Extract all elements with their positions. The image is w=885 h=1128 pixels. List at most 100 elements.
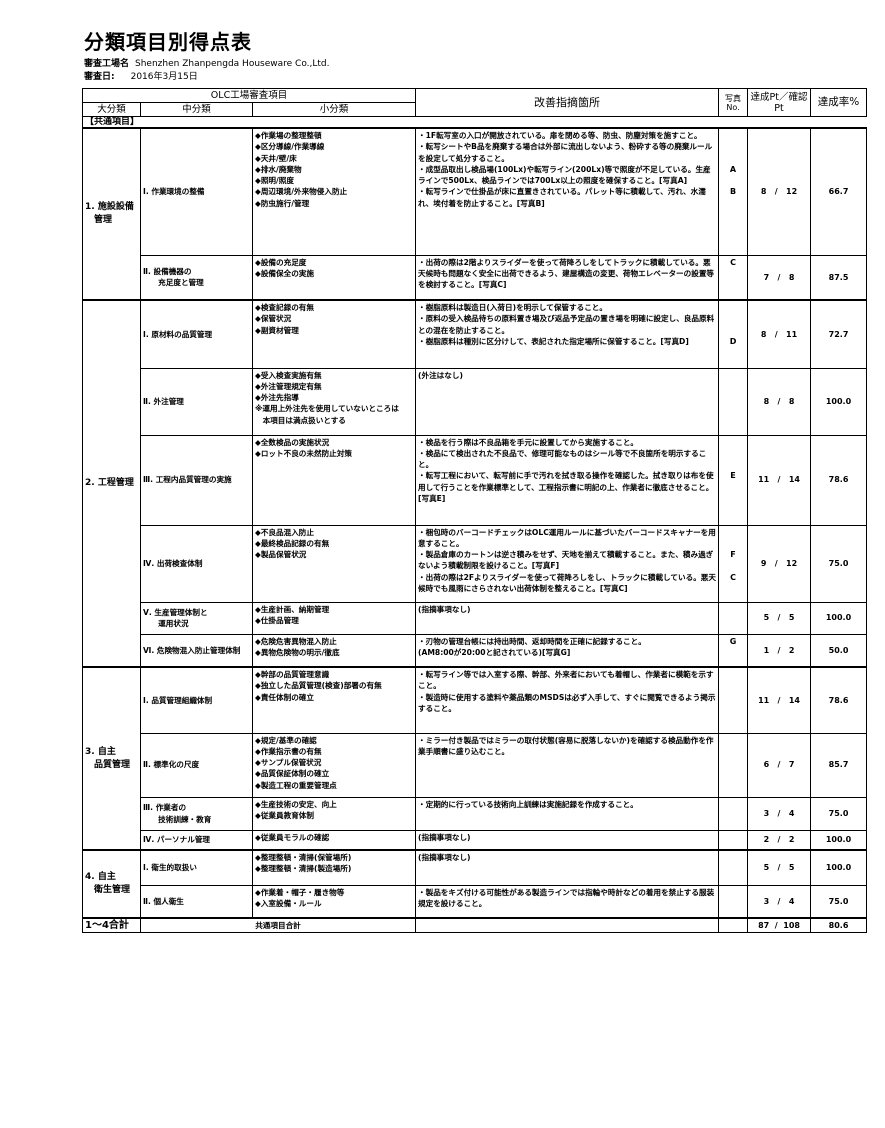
middle-category: Ⅲ. 工程内品質管理の実施 bbox=[140, 434, 253, 526]
page-title: 分類項目別得点表 bbox=[84, 30, 252, 54]
points: 5 / 5 bbox=[747, 849, 812, 886]
section-row: 【共通項目】 bbox=[82, 116, 867, 129]
small-category: ◆受入検査実施有無 ◆外注管理規定有無 ◆外注先指導 ※運用上外注先を使用してい… bbox=[251, 367, 417, 436]
findings: ・刃物の管理台帳には持出時間、返却時間を正確に記録すること。 (AM8:00が2… bbox=[415, 633, 720, 668]
photo-no bbox=[718, 849, 749, 886]
total-middle: 共通項目合計 bbox=[139, 917, 417, 934]
header-findings: 改善指摘箇所 bbox=[415, 88, 720, 117]
header-rate: 達成率% bbox=[810, 88, 868, 117]
findings: ・定期的に行っている技術向上訓練は実施記録を作成すること。 bbox=[415, 796, 720, 831]
small-category: ◆設備の充足度 ◆設備保全の実施 bbox=[251, 254, 417, 301]
photo-no bbox=[718, 796, 749, 831]
points: 8 / 11 bbox=[747, 299, 812, 369]
middle-category: Ⅴ. 生産管理体制と 運用状況 bbox=[140, 601, 253, 635]
photo-no bbox=[718, 666, 749, 734]
total-points: 87 / 108 bbox=[747, 917, 812, 934]
large-category: 1. 施設設備 管理 bbox=[82, 127, 141, 301]
points: 8 / 8 bbox=[747, 367, 812, 436]
factory-name: Shenzhen Zhanpengda Houseware Co.,Ltd. bbox=[135, 59, 330, 69]
findings: ・樹脂原料は製造日(入荷日)を明示して保管すること。 ・原料の受入検品待ちの原料… bbox=[415, 299, 720, 369]
total-findings bbox=[415, 917, 720, 934]
photo-no: F C bbox=[718, 524, 749, 603]
achievement-rate: 100.0 bbox=[810, 367, 868, 436]
total-photo bbox=[718, 917, 749, 934]
table-row: Ⅲ. 作業者の 技術訓練・教育 ◆生産技術の安定、向上 ◆従業員教育体制 ・定期的に… bbox=[83, 796, 868, 831]
photo-no bbox=[718, 829, 749, 851]
middle-category: Ⅲ. 作業者の 技術訓練・教育 bbox=[140, 796, 253, 831]
date-info: 審査日: 2016年3月15日 bbox=[84, 69, 198, 82]
middle-category: Ⅱ. 設備機器の 充足度と管理 bbox=[140, 254, 253, 301]
middle-category: Ⅰ. 作業環境の整備 bbox=[140, 127, 253, 256]
middle-category: Ⅰ. 品質管理組織体制 bbox=[140, 666, 253, 734]
middle-category: Ⅱ. 個人衛生 bbox=[140, 884, 253, 919]
points: 6 / 7 bbox=[747, 732, 812, 798]
factory-info: 審査工場名 Shenzhen Zhanpengda Houseware Co.,L… bbox=[84, 56, 330, 69]
middle-category: Ⅱ. 標準化の尺度 bbox=[140, 732, 253, 798]
middle-category: Ⅰ. 衛生的取扱い bbox=[140, 849, 253, 886]
section-label: 【共通項目】 bbox=[82, 116, 253, 129]
small-category: ◆規定/基準の確認 ◆作業指示書の有無 ◆サンプル保管状況 ◆品質保証体制の確立… bbox=[251, 732, 417, 798]
points: 11 / 14 bbox=[747, 434, 812, 526]
achievement-rate: 78.6 bbox=[810, 666, 868, 734]
middle-category: Ⅱ. 外注管理 bbox=[140, 367, 253, 436]
score-table: OLC工場審査項目 改善指摘箇所 写真 No. 達成Pt／確認Pt 達成率% 大… bbox=[81, 88, 868, 934]
photo-no bbox=[718, 884, 749, 919]
small-category: ◆整理整頓・清掃(保管場所) ◆整理整頓・清掃(製造場所) bbox=[251, 849, 417, 886]
table-row: Ⅳ. パーソナル管理 ◆従業員モラルの確認 (指摘事項なし) 2 / 2 100.0 bbox=[83, 829, 868, 851]
points: 3 / 4 bbox=[747, 884, 812, 919]
large-category: 3. 自主 品質管理 bbox=[82, 666, 141, 851]
table-row: Ⅱ. 外注管理 ◆受入検査実施有無 ◆外注管理規定有無 ◆外注先指導 ※運用上外注… bbox=[83, 367, 868, 436]
header-olc: OLC工場審査項目 bbox=[81, 88, 417, 103]
middle-category: Ⅰ. 原材料の品質管理 bbox=[140, 299, 253, 369]
photo-no: D bbox=[718, 299, 749, 369]
total-row: 1～4合計 共通項目合計 87 / 108 80.6 bbox=[82, 917, 868, 934]
header-large: 大分類 bbox=[82, 102, 141, 117]
findings: (指摘事項なし) bbox=[415, 849, 720, 886]
small-category: ◆作業場の整理整頓 ◆区分導線/作業導線 ◆天井/壁/床 ◆排水/廃棄物 ◆照明… bbox=[251, 127, 417, 256]
table-row: 1. 施設設備 管理 Ⅰ. 作業環境の整備 ◆作業場の整理整頓 ◆区分導線/作業導線… bbox=[82, 127, 868, 301]
middle-category: Ⅳ. パーソナル管理 bbox=[140, 829, 253, 851]
middle-category: Ⅳ. 出荷検査体制 bbox=[140, 524, 253, 603]
table-row: Ⅳ. 出荷検査体制 ◆不良品混入防止 ◆最終検品記録の有無 ◆製品保管状況 ・梱包時… bbox=[83, 524, 868, 603]
header-row-1: OLC工場審査項目 改善指摘箇所 写真 No. 達成Pt／確認Pt 達成率% bbox=[81, 88, 868, 117]
table-row: 4. 自主 衛生管理 Ⅰ. 衛生的取扱い ◆整理整頓・清掃(保管場所) ◆整理整頓・… bbox=[82, 849, 868, 919]
achievement-rate: 78.6 bbox=[810, 434, 868, 526]
findings: ・製品をキズ付ける可能性がある製造ラインでは指輪や時計などの着用を禁止する服装規… bbox=[415, 884, 720, 919]
small-category: ◆従業員モラルの確認 bbox=[251, 829, 417, 851]
table-row: 3. 自主 品質管理 Ⅰ. 品質管理組織体制 ◆幹部の品質管理意識 ◆独立した品質管… bbox=[82, 666, 868, 851]
achievement-rate: 66.7 bbox=[810, 127, 868, 256]
photo-no bbox=[718, 367, 749, 436]
achievement-rate: 100.0 bbox=[810, 601, 868, 635]
points: 8 / 12 bbox=[747, 127, 812, 256]
date-value: 2016年3月15日 bbox=[130, 72, 198, 82]
photo-no: E bbox=[718, 434, 749, 526]
header-points: 達成Pt／確認Pt bbox=[747, 88, 812, 117]
achievement-rate: 75.0 bbox=[810, 884, 868, 919]
large-category: 4. 自主 衛生管理 bbox=[82, 849, 141, 919]
table-row: Ⅱ. 個人衛生 ◆作業着・帽子・履き物等 ◆入室設備・ルール ・製品をキズ付ける可能… bbox=[83, 884, 868, 919]
small-category: ◆全数検品の実施状況 ◆ロット不良の未然防止対策 bbox=[251, 434, 417, 526]
photo-no bbox=[718, 601, 749, 635]
points: 9 / 12 bbox=[747, 524, 812, 603]
photo-no: A B bbox=[718, 127, 749, 256]
large-category: 2. 工程管理 bbox=[82, 299, 141, 668]
factory-label: 審査工場名 bbox=[84, 59, 130, 69]
points: 5 / 5 bbox=[747, 601, 812, 635]
points: 11 / 14 bbox=[747, 666, 812, 734]
findings: ・梱包時のバーコードチェックはOLC運用ルールに基づいたバーコードスキャナーを用… bbox=[415, 524, 720, 603]
small-category: ◆不良品混入防止 ◆最終検品記録の有無 ◆製品保管状況 bbox=[251, 524, 417, 603]
achievement-rate: 87.5 bbox=[810, 254, 868, 301]
small-category: ◆検査記録の有無 ◆保管状況 ◆副資材管理 bbox=[251, 299, 417, 369]
table-row: Ⅲ. 工程内品質管理の実施 ◆全数検品の実施状況 ◆ロット不良の未然防止対策 ・検品… bbox=[83, 434, 868, 526]
header-photo: 写真 No. bbox=[718, 88, 749, 117]
small-category: ◆幹部の品質管理意識 ◆独立した品質管理(検査)部署の有無 ◆責任体制の確立 bbox=[251, 666, 417, 734]
total-rate: 80.6 bbox=[810, 917, 868, 934]
total-label: 1～4合計 bbox=[82, 917, 141, 934]
photo-no: C bbox=[718, 254, 749, 301]
middle-category: Ⅵ. 危険物混入防止管理体制 bbox=[140, 633, 253, 668]
findings: (外注はなし) bbox=[415, 367, 720, 436]
findings: ・1F転写室の入口が開放されている。扉を閉める等、防虫、防塵対策を施すこと。 ・… bbox=[415, 127, 720, 256]
date-label: 審査日: bbox=[84, 72, 115, 82]
achievement-rate: 50.0 bbox=[810, 633, 868, 668]
achievement-rate: 72.7 bbox=[810, 299, 868, 369]
